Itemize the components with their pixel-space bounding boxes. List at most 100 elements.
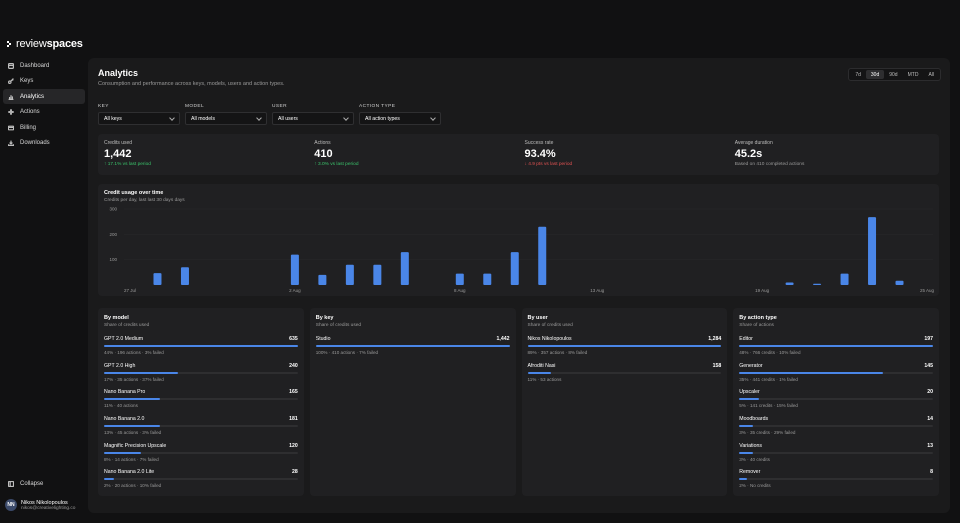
breakdown-row: Generator 145 35% · 441 credits · 1% faile… — [739, 363, 933, 390]
usage-bar[interactable] — [868, 217, 877, 285]
page-title: Analytics — [98, 68, 139, 78]
usage-bar[interactable] — [813, 283, 822, 285]
sidebar-item-downloads[interactable]: Downloads — [3, 136, 85, 151]
usage-bar[interactable] — [483, 273, 492, 285]
x-tick-label: 2 Aug — [289, 288, 301, 293]
usage-bar[interactable] — [153, 273, 162, 285]
usage-bar[interactable] — [895, 280, 904, 285]
range-30d-button[interactable]: 30d — [865, 70, 885, 79]
share-bar-track — [104, 478, 298, 481]
usage-bar[interactable] — [840, 273, 849, 285]
action-type-select[interactable]: All action types — [359, 112, 441, 125]
range-7d-button[interactable]: 7d — [855, 71, 861, 78]
breakdown-row: Moodboards 14 3% · 35 credits · 29% failed — [739, 416, 933, 443]
usage-bar[interactable] — [180, 267, 189, 285]
usage-bar[interactable] — [290, 254, 299, 285]
row-value: 1,442 — [496, 336, 510, 342]
sidebar-item-billing[interactable]: Billing — [3, 120, 85, 135]
app-logo[interactable]: reviewspaces — [7, 38, 83, 50]
usage-bar[interactable] — [345, 264, 354, 285]
share-bar-fill — [739, 371, 883, 374]
card-subtitle: Share of credits used — [315, 323, 362, 328]
model-select[interactable]: All models — [185, 112, 267, 125]
row-value: 1,284 — [708, 336, 722, 342]
sidebar-item-label: Keys — [20, 78, 34, 85]
breakdown-row: Magnific Precision Upscale 120 8% · 14 act… — [104, 443, 298, 470]
stats-card: Credits used 1,442 ↑ 17.1% vs last perio… — [98, 134, 939, 175]
range-90d-button[interactable]: 90d — [889, 71, 898, 78]
share-bar-fill — [104, 398, 161, 401]
row-name: GPT 2.0 Medium — [104, 336, 144, 342]
share-bar-fill — [739, 478, 747, 481]
stat-value: 93.4% — [524, 148, 556, 160]
card-subtitle: Share of credits used — [527, 323, 573, 328]
stat-value: 1,442 — [104, 148, 132, 160]
key-icon — [8, 78, 14, 85]
stat-value: 410 — [314, 148, 333, 160]
card-title: By model — [104, 315, 129, 321]
stat-delta: Based on 410 completed actions — [734, 162, 805, 167]
row-value: 197 — [924, 336, 933, 342]
share-bar-fill — [104, 478, 114, 481]
share-bar-track — [739, 451, 933, 454]
avatar: NN — [5, 499, 17, 511]
usage-bar[interactable] — [318, 274, 327, 285]
stat-actions: Actions 410 ↑ 3.0% vs last period — [308, 134, 518, 175]
usage-bar[interactable] — [538, 226, 547, 285]
filters-bar: KEY All keys MODEL All models USER All u… — [98, 104, 441, 125]
row-value: 13 — [927, 442, 933, 449]
user-select[interactable]: All users — [272, 112, 354, 125]
sidebar-item-analytics[interactable]: Analytics — [3, 89, 85, 105]
sidebar-item-label: Dashboard — [20, 62, 50, 69]
row-value: 28 — [291, 469, 298, 476]
chevron-down-icon — [343, 114, 349, 121]
row-meta: 8% · 14 actions · 7% failed — [104, 456, 159, 462]
usage-bar[interactable] — [455, 273, 464, 285]
by-user-card: By user Share of credits used Nikos Nikolo… — [521, 308, 728, 496]
share-bar-fill — [315, 345, 510, 347]
chevron-down-icon — [430, 114, 436, 121]
x-tick-label: 19 Aug — [755, 288, 770, 293]
share-bar-fill — [527, 345, 722, 347]
stat-credits-used: Credits used 1,442 ↑ 17.1% vs last perio… — [98, 134, 308, 175]
share-bar-track — [104, 425, 298, 428]
sidebar-item-dashboard[interactable]: Dashboard — [3, 58, 85, 73]
card-icon — [8, 125, 14, 131]
user-menu[interactable]: NN Nikos Nikolopoulos nikos@creativeligh… — [5, 499, 75, 511]
sparkle-icon — [8, 109, 14, 116]
bar-chart-icon — [8, 94, 14, 100]
share-bar-track — [739, 371, 933, 374]
y-tick-label: 100 — [109, 257, 117, 262]
share-bar-track — [739, 478, 933, 481]
card-title: By user — [527, 315, 548, 321]
row-name: Nikos Nikolopoulos — [527, 336, 572, 342]
share-bar-fill — [104, 451, 141, 454]
breakdown-row: GPT 2.0 Medium 635 44% · 196 actions · 3% … — [104, 336, 298, 363]
credit-usage-chart-card: 300 200 100 27 Jul 2 Aug 8 Aug 13 Aug 19 Aug 25 … — [98, 184, 939, 296]
usage-bar[interactable] — [373, 264, 382, 285]
collapse-sidebar-button[interactable]: Collapse — [3, 477, 85, 490]
usage-bar[interactable] — [400, 252, 409, 285]
by-model-card: By model Share of credits used GPT 2.0 Med… — [98, 308, 304, 496]
range-all-button[interactable]: All — [928, 71, 934, 78]
range-mtd-button[interactable]: MTD — [907, 71, 919, 78]
breakdown-row: Nano Banana 2.0 Lite 28 2% · 20 actions · … — [104, 469, 298, 496]
row-meta: 89% · 357 actions · 8% failed — [527, 350, 588, 355]
share-bar-fill — [739, 398, 759, 401]
breakdown-row: Studio 1,442 100% · 410 actions · 7% faile… — [315, 336, 510, 363]
filter-label: ACTION TYPE — [359, 104, 396, 109]
sidebar-item-keys[interactable]: Keys — [3, 74, 85, 89]
row-name: Generator — [739, 362, 763, 369]
user-filter: USER All users — [272, 104, 354, 125]
key-select[interactable]: All keys — [98, 112, 180, 125]
row-name: Moodboards — [739, 416, 769, 423]
row-meta: 17% · 35 actions · 37% failed — [104, 376, 164, 382]
download-icon — [8, 141, 14, 147]
card-subtitle: Share of credits used — [104, 323, 150, 328]
usage-bar[interactable] — [785, 282, 794, 285]
sidebar-item-actions[interactable]: Actions — [3, 105, 85, 120]
usage-bar[interactable] — [510, 252, 519, 285]
by-action-type-card: By action type Share of actions Editor 197 4… — [733, 308, 939, 496]
stat-delta: ↑ 17.1% vs last period — [104, 162, 151, 167]
row-value: 240 — [289, 362, 298, 369]
